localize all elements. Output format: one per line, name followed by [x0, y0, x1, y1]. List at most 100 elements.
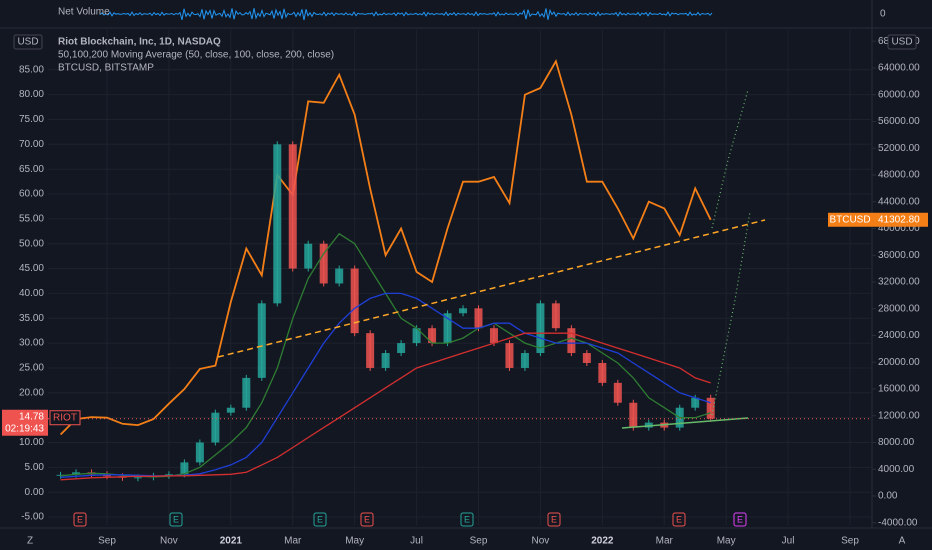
candle-body	[536, 303, 545, 354]
candle-body	[706, 397, 715, 419]
earnings-label: E	[364, 514, 370, 524]
candle-body	[598, 362, 607, 383]
x-tick-label: 2022	[591, 536, 614, 547]
candle-body	[551, 303, 560, 329]
currency[interactable]: USD	[17, 37, 38, 48]
y2-tick-label: 20000.00	[878, 357, 920, 368]
last-price: 14.78	[19, 411, 44, 422]
corner-button[interactable]: A	[899, 536, 906, 547]
y2-tick-label: 60000.00	[878, 89, 920, 100]
y2-symbol-box	[828, 212, 872, 227]
y2-tick-label: 16000.00	[878, 384, 920, 395]
y2-tick-label: 12000.00	[878, 410, 920, 421]
earnings-label: E	[317, 514, 323, 524]
x-tick-label: Sep	[841, 536, 859, 547]
candle-body	[520, 353, 529, 368]
y2-last-box	[872, 212, 928, 227]
y2-tick-label: 0.00	[878, 491, 898, 502]
candle-body	[443, 313, 452, 344]
legend-entry: BTCUSD, BITSTAMP	[58, 63, 154, 74]
candle-body	[226, 407, 235, 413]
y2-last-label: 41302.80	[878, 214, 920, 225]
last-price-box	[2, 409, 48, 436]
x-tick-label: Sep	[470, 536, 488, 547]
y-tick-label: 40.00	[19, 288, 44, 299]
y2-tick-label: 48000.00	[878, 170, 920, 181]
candle-body	[629, 402, 638, 428]
candle-body	[211, 412, 220, 443]
y-tick-label: 60.00	[19, 189, 44, 200]
candle-body	[644, 422, 653, 428]
earnings-label: E	[551, 514, 557, 524]
currency-box[interactable]	[887, 34, 917, 50]
net-volume-line	[99, 8, 713, 21]
chart-title: Riot Blockchain, Inc, 1D, NASDAQ	[58, 37, 221, 48]
earnings-marker	[360, 512, 374, 527]
support-line	[621, 417, 749, 429]
candle-body	[350, 268, 359, 334]
earnings-label: E	[77, 514, 83, 524]
candle-body	[335, 268, 344, 284]
candle-body	[412, 328, 421, 344]
candle-body	[72, 472, 81, 475]
y2-tick-label: 24000.00	[878, 330, 920, 341]
corner-button[interactable]: Z	[27, 536, 33, 547]
y-tick-label: 30.00	[19, 338, 44, 349]
labels: Net Volume 0 USD USD Riot Blockchain, In…	[13, 7, 917, 547]
y-tick-label: 0.00	[25, 487, 45, 498]
y-tick-label: 5.00	[25, 462, 45, 473]
y-tick-label: 55.00	[19, 213, 44, 224]
y2-tick-label: 52000.00	[878, 143, 920, 154]
y-tick-label: 70.00	[19, 139, 44, 150]
y2-tick-label: 44000.00	[878, 196, 920, 207]
y-tick-label: 65.00	[19, 164, 44, 175]
x-tick-label: Nov	[160, 536, 178, 547]
candle-body	[489, 328, 498, 344]
candle-body	[366, 333, 375, 368]
candle-body	[133, 477, 142, 479]
currency-box[interactable]	[13, 34, 43, 50]
y-tick-label: 20.00	[19, 387, 44, 398]
candle-body	[242, 377, 251, 408]
y-tick-label: 75.00	[19, 114, 44, 125]
grid	[48, 30, 872, 525]
y2-tick-label: 36000.00	[878, 250, 920, 261]
candle-body	[428, 328, 437, 344]
x-tick-label: Mar	[656, 536, 674, 547]
legend-entry: 50,100,200 Moving Average (50, close, 10…	[58, 50, 334, 61]
candle-body	[195, 442, 204, 463]
candle-body	[613, 382, 622, 403]
symbol-box	[49, 410, 81, 426]
candle-body	[505, 343, 514, 368]
y-tick-label: 45.00	[19, 263, 44, 274]
x-tick-label: Mar	[284, 536, 302, 547]
y2-tick-label: -4000.00	[878, 517, 918, 528]
candle-body	[381, 353, 390, 368]
y2-tick-label: 8000.00	[878, 437, 915, 448]
y2-tick-label: 56000.00	[878, 116, 920, 127]
btc-line	[59, 59, 712, 436]
x-tick-label: May	[717, 536, 736, 547]
earnings-marker	[169, 512, 183, 527]
x-tick-label: Jul	[410, 536, 423, 547]
y2-tick-label: 64000.00	[878, 63, 920, 74]
pane-label: Net Volume	[58, 7, 110, 18]
candle-body	[582, 353, 591, 363]
candle-body	[288, 144, 297, 269]
earnings-label: E	[676, 514, 682, 524]
y2-tick-label: 40000.00	[878, 223, 920, 234]
candle-body	[304, 243, 313, 269]
candle-body	[691, 397, 700, 408]
earnings-label: E	[737, 514, 743, 524]
candle-body	[397, 343, 406, 354]
y-tick-label: 10.00	[19, 437, 44, 448]
x-tick-label: Sep	[98, 536, 116, 547]
earnings-marker	[313, 512, 327, 527]
candle-body	[273, 144, 282, 304]
earnings-marker	[733, 512, 747, 527]
y-tick-label: 80.00	[19, 89, 44, 100]
currency[interactable]: USD	[891, 37, 912, 48]
earnings-marker	[460, 512, 474, 527]
